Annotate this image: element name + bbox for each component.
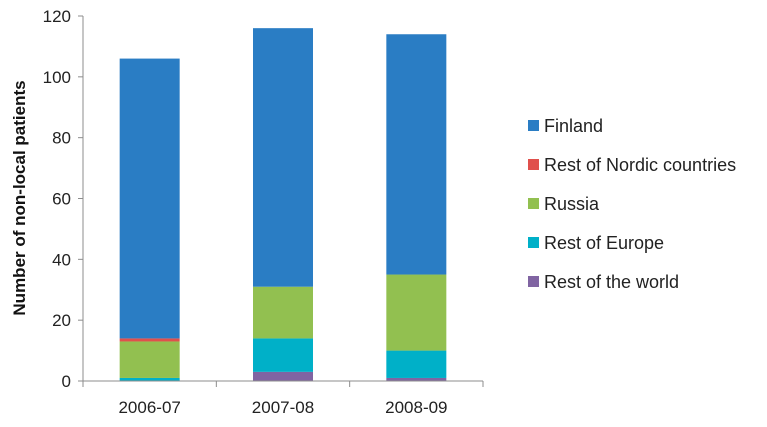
- bars-group: [119, 28, 447, 381]
- bar-segment-russia-2007-08: [253, 286, 313, 339]
- y-tick-label: 100: [43, 68, 71, 87]
- bar-segment-rest-of-nordic-countries-2006-07: [119, 338, 180, 342]
- legend-label: Russia: [544, 194, 600, 214]
- bar-segment-finland-2006-07: [119, 58, 180, 339]
- legend-swatch-rest-of-nordic-countries: [528, 159, 539, 170]
- legend-swatch-russia: [528, 198, 539, 209]
- bar-segment-rest-of-europe-2007-08: [253, 338, 313, 372]
- bar-segment-russia-2006-07: [119, 341, 180, 378]
- y-axis-label: Number of non-local patients: [10, 80, 29, 315]
- bar-segment-russia-2008-09: [386, 274, 447, 351]
- legend-swatch-rest-of-europe: [528, 237, 539, 248]
- legend: Finland Rest of Nordic countries Russia Res…: [528, 116, 736, 292]
- bar-segment-rest-of-europe-2006-07: [119, 377, 180, 381]
- x-tick-label: 2007-08: [252, 398, 314, 417]
- bar-segment-rest-of-the-world-2008-09: [386, 377, 447, 381]
- legend-swatch-finland: [528, 120, 539, 131]
- x-tick-label: 2006-07: [118, 398, 180, 417]
- y-tick-label: 80: [52, 129, 71, 148]
- legend-label: Rest of the world: [544, 272, 679, 292]
- y-tick-label: 40: [52, 250, 71, 269]
- y-tick-label: 0: [62, 372, 71, 391]
- bar-segment-rest-of-europe-2008-09: [386, 350, 447, 378]
- bar-segment-finland-2008-09: [386, 34, 447, 275]
- legend-label: Rest of Europe: [544, 233, 664, 253]
- bar-segment-finland-2007-08: [253, 28, 313, 287]
- y-tick-label: 60: [52, 190, 71, 209]
- y-tick-label: 20: [52, 311, 71, 330]
- axes-group: 0 20 40 60 80 100 120 2006-07 2007-08 2008-09: [43, 7, 484, 417]
- y-tick-label: 120: [43, 7, 71, 26]
- x-tick-label: 2008-09: [385, 398, 447, 417]
- bar-segment-rest-of-the-world-2007-08: [253, 371, 313, 381]
- legend-label: Rest of Nordic countries: [544, 155, 736, 175]
- legend-label: Finland: [544, 116, 603, 136]
- legend-swatch-rest-of-the-world: [528, 276, 539, 287]
